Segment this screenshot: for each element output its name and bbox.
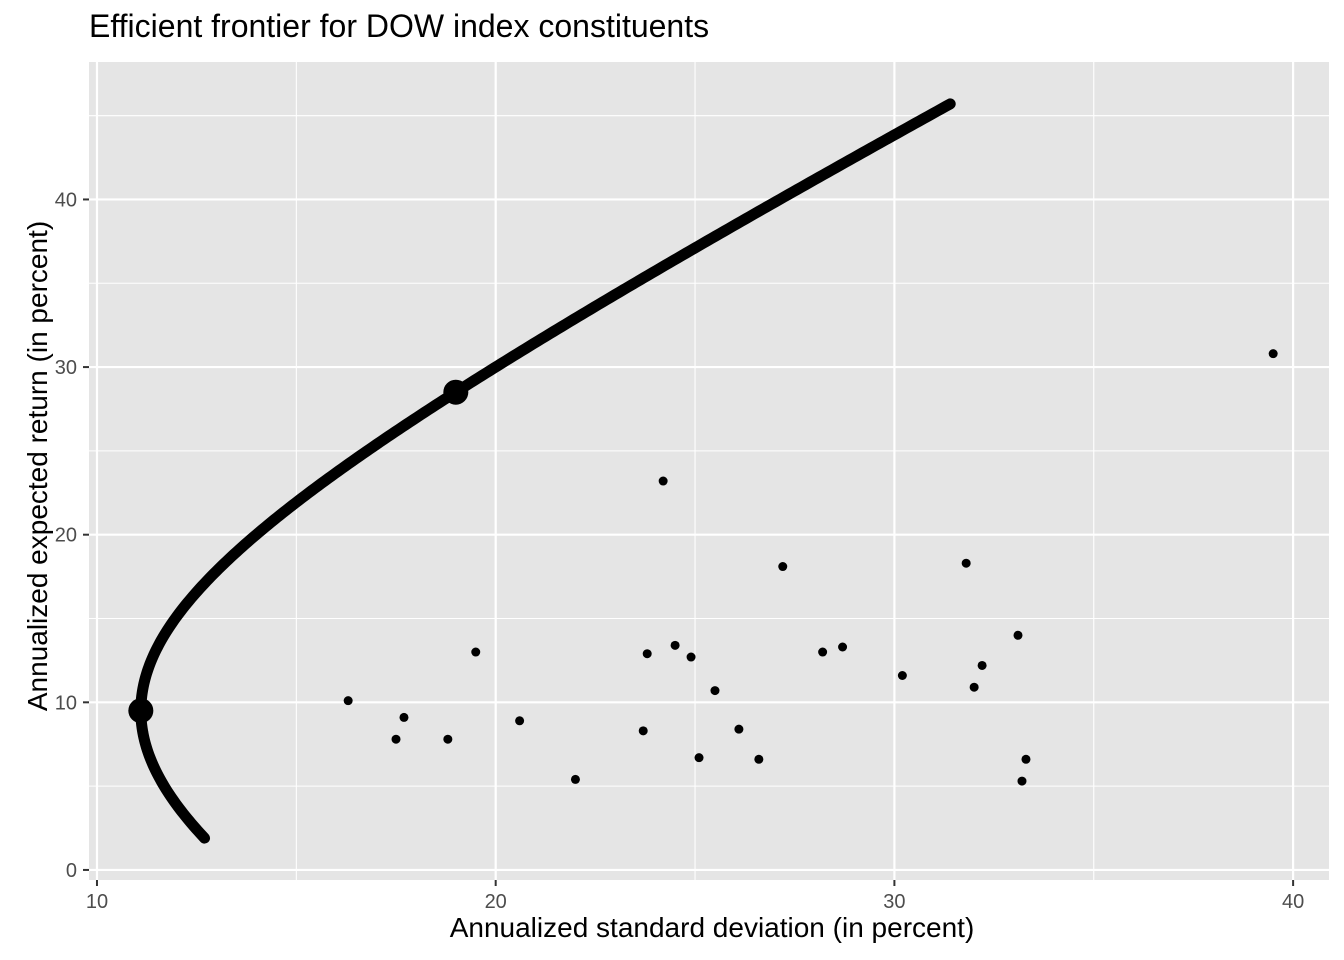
stock-point <box>778 562 788 572</box>
stock-point <box>818 647 828 657</box>
stock-point <box>471 647 481 657</box>
stock-point <box>670 640 680 650</box>
y-tick-label: 40 <box>55 189 77 211</box>
stock-point <box>838 642 848 652</box>
stock-point <box>977 660 987 670</box>
stock-point <box>1013 630 1023 640</box>
stock-point <box>391 734 401 744</box>
major-gridlines <box>89 62 1329 880</box>
axes: 10 20 30 40 0 10 20 30 40 <box>55 189 1304 913</box>
plot-panel <box>89 62 1329 880</box>
stock-point <box>710 686 720 696</box>
x-axis-title: Annualized standard deviation (in percen… <box>0 912 1344 944</box>
x-tick-label: 10 <box>86 891 108 913</box>
y-tick-label: 20 <box>55 525 77 547</box>
stock-point <box>897 671 907 680</box>
x-tick-label: 30 <box>883 891 905 913</box>
stock-point <box>515 716 525 726</box>
y-tick-label: 10 <box>55 692 77 714</box>
y-tick-label: 30 <box>55 357 77 379</box>
stock-point <box>754 754 764 764</box>
y-tick-label: 0 <box>66 860 77 882</box>
y-axis-title: Annualized expected return (in percent) <box>22 220 53 712</box>
highlighted-portfolios <box>128 379 469 724</box>
stock-point <box>638 726 648 736</box>
stock-point <box>961 558 971 568</box>
stock-point <box>443 734 453 744</box>
stock-point <box>694 753 704 763</box>
stock-point <box>658 476 668 486</box>
x-tick-label: 40 <box>1282 891 1304 913</box>
stock-point <box>570 774 580 784</box>
minor-gridlines <box>89 62 1329 880</box>
stock-point <box>343 696 353 706</box>
stock-point <box>399 712 409 722</box>
chart-title: Efficient frontier for DOW index constit… <box>89 8 710 44</box>
stock-point <box>734 724 744 734</box>
stock-point <box>642 649 652 659</box>
stock-points <box>343 349 1278 786</box>
x-axis-title-text: Annualized standard deviation (in percen… <box>449 912 975 943</box>
stock-point <box>1021 754 1031 764</box>
stock-point <box>1017 776 1027 786</box>
stock-point <box>1268 349 1278 359</box>
x-tick-label: 20 <box>485 891 507 913</box>
highlighted-portfolio-point <box>128 698 154 724</box>
stock-point <box>686 652 696 662</box>
highlighted-portfolio-point <box>443 379 469 405</box>
stock-point <box>969 682 979 692</box>
